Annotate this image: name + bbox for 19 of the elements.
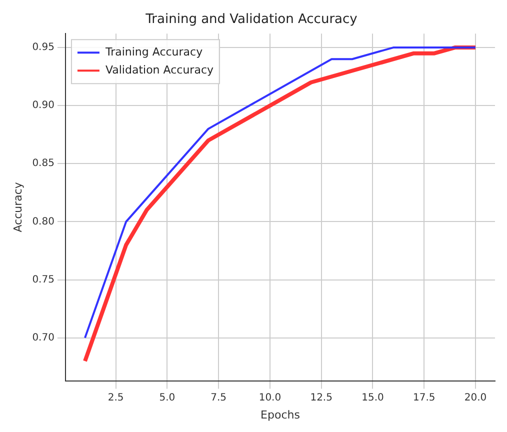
y-tick-label: 0.80: [32, 216, 54, 228]
y-tick-label: 0.75: [32, 274, 54, 286]
x-tick-label: 20.0: [464, 392, 487, 404]
legend-label: Training Accuracy: [104, 45, 204, 58]
x-tick-label: 12.5: [310, 392, 332, 404]
y-tick-label: 0.70: [32, 332, 54, 344]
x-tick-label: 17.5: [412, 392, 436, 404]
x-tick-label: 7.5: [210, 392, 227, 404]
x-tick-label: 2.5: [108, 392, 124, 404]
x-tick-label: 15.0: [362, 392, 384, 404]
y-axis-title: Accuracy: [11, 182, 24, 232]
x-tick-label: 10.0: [258, 392, 282, 404]
y-tick-label: 0.85: [32, 158, 54, 170]
chart-title: Training and Validation Accuracy: [144, 12, 358, 28]
y-tick-label: 0.95: [32, 42, 54, 54]
legend-label: Validation Accuracy: [105, 63, 214, 76]
x-axis-title: Epochs: [260, 408, 300, 422]
y-tick-label: 0.90: [32, 100, 54, 112]
x-tick-label: 5.0: [159, 392, 176, 404]
